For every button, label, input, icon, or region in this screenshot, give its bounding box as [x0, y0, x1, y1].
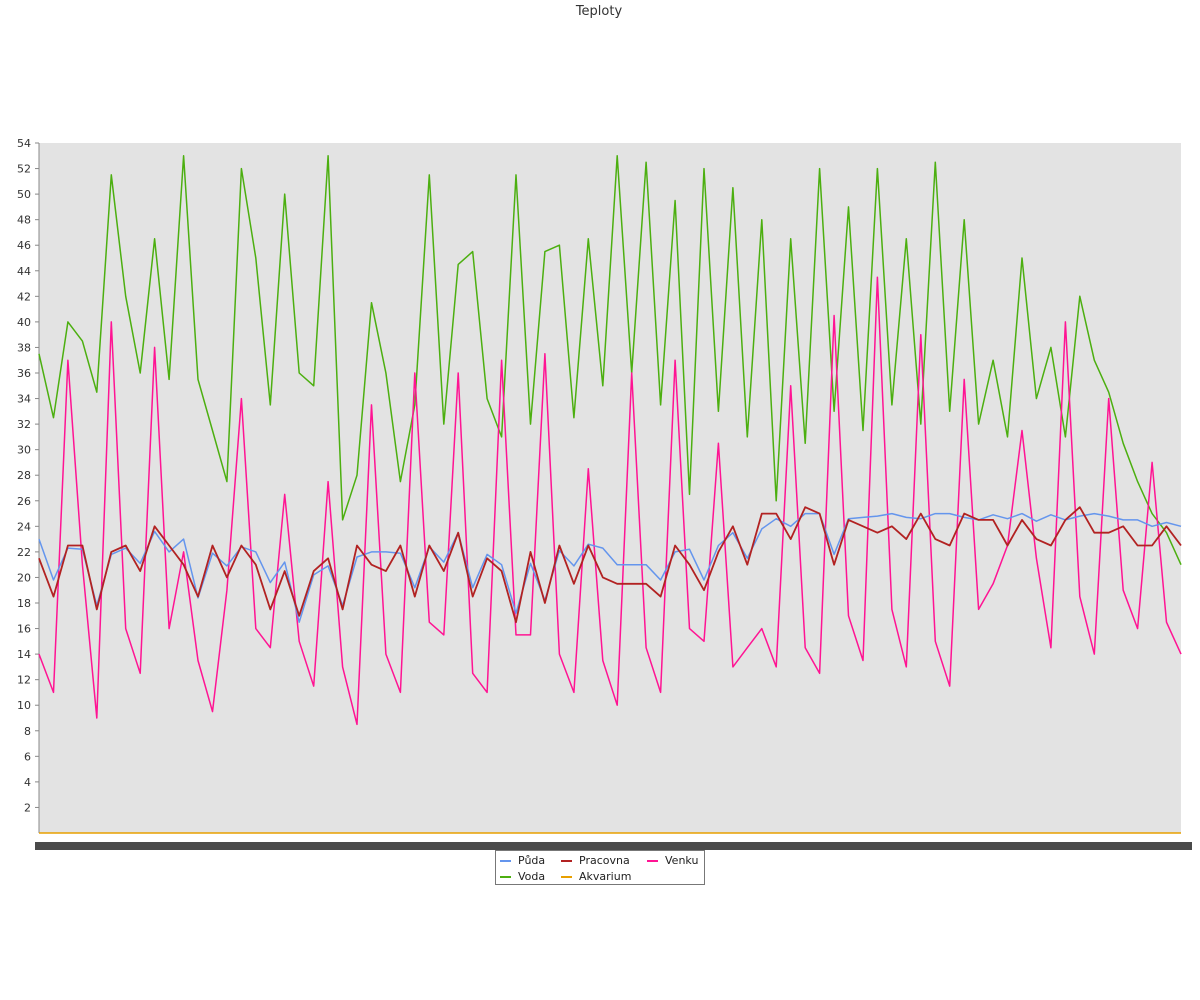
- chart-title: Teploty: [575, 4, 623, 19]
- legend-item-venku: Venku: [647, 854, 698, 867]
- y-tick-label: 30: [17, 444, 31, 457]
- y-tick-label: 34: [17, 393, 31, 406]
- legend-swatch-voda: [500, 875, 511, 878]
- y-tick-label: 48: [17, 214, 31, 227]
- y-tick-label: 42: [17, 290, 31, 303]
- series-line-puda: [38, 512, 1182, 623]
- y-tick-label: 52: [17, 163, 31, 176]
- y-tick-label: 4: [24, 776, 31, 789]
- series-layer: [38, 155, 1182, 834]
- plot-area: [39, 143, 1181, 833]
- legend-item-akvarium: Akvarium: [561, 870, 631, 883]
- y-tick-label: 8: [24, 725, 31, 738]
- y-tick-label: 6: [24, 750, 31, 763]
- y-tick-label: 40: [17, 316, 31, 329]
- legend-item-voda: Voda: [500, 870, 545, 883]
- y-tick-label: 22: [17, 546, 31, 559]
- legend-item-puda: Půda: [500, 854, 545, 867]
- series-line-pracovna: [38, 506, 1182, 624]
- legend-label-venku: Venku: [665, 854, 699, 867]
- y-tick-label: 46: [17, 239, 31, 252]
- y-tick-label: 24: [17, 520, 31, 533]
- legend-swatch-puda: [500, 859, 511, 862]
- y-axis: 2468101214161820222426283032343638404244…: [17, 137, 40, 833]
- legend-label-voda: Voda: [518, 870, 546, 883]
- y-tick-label: 18: [17, 597, 31, 610]
- y-tick-label: 38: [17, 341, 31, 354]
- y-tick-label: 12: [17, 674, 31, 687]
- y-tick-label: 50: [17, 188, 31, 201]
- y-tick-label: 10: [17, 699, 31, 712]
- legend-label-puda: Půda: [518, 854, 546, 867]
- legend: Půda Pracovna Venku Voda Akvarium: [495, 850, 705, 885]
- y-tick-label: 28: [17, 469, 31, 482]
- y-tick-label: 54: [17, 137, 31, 150]
- legend-swatch-akvarium: [561, 875, 572, 878]
- legend-label-akvarium: Akvarium: [579, 870, 632, 883]
- y-tick-label: 14: [17, 648, 31, 661]
- y-tick-label: 32: [17, 418, 31, 431]
- legend-swatch-venku: [647, 859, 658, 862]
- legend-item-pracovna: Pracovna: [561, 854, 630, 867]
- series-line-venku: [38, 276, 1182, 726]
- x-axis-bar: [35, 842, 1192, 850]
- y-tick-label: 2: [24, 801, 31, 814]
- y-tick-label: 20: [17, 571, 31, 584]
- y-tick-label: 36: [17, 367, 31, 380]
- y-tick-label: 16: [17, 623, 31, 636]
- legend-label-pracovna: Pracovna: [579, 854, 630, 867]
- y-tick-label: 44: [17, 265, 31, 278]
- series-line-voda: [38, 155, 1182, 566]
- y-tick-label: 26: [17, 495, 31, 508]
- legend-swatch-pracovna: [561, 859, 572, 862]
